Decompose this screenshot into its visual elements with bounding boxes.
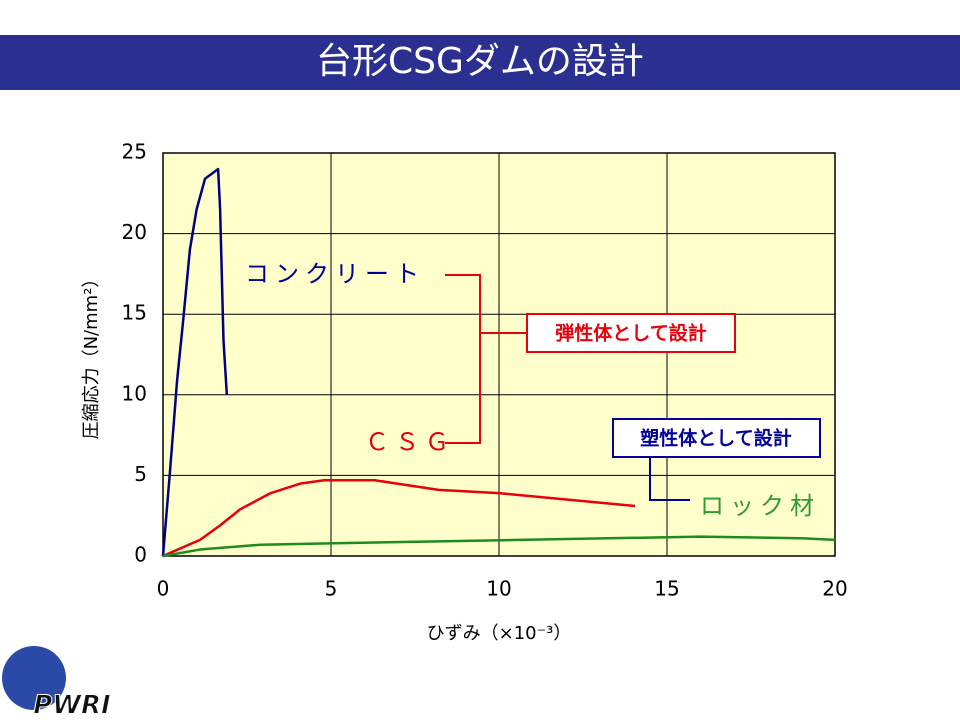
connector [649,457,690,501]
y-tick-label: 10 [122,381,147,405]
annotation: 弾性体として設計 [555,322,706,345]
y-axis-label: 圧縮応力（N/mm²） [81,270,102,440]
logo-text: PWRI [33,691,111,721]
x-tick-label: 10 [486,577,511,601]
series-line [161,167,229,557]
x-axis-label: ひずみ（×10⁻³） [427,623,572,644]
x-tick-label: 20 [822,577,847,601]
x-tick-label: 5 [325,577,338,601]
annotation-box [612,418,821,458]
x-tick-label: 15 [654,577,679,601]
logo-mark [2,646,66,710]
series-label: ロック材 [700,492,820,520]
annotation: 塑性体として設計 [640,427,791,450]
series-label: ＣＳＧ [365,428,455,456]
series-line [162,478,636,558]
x-tick-label: 0 [157,577,170,601]
series-label: コンクリート [245,260,425,288]
y-tick-label: 20 [122,220,147,244]
y-tick-label: 5 [134,462,147,486]
slide-title: 台形CSGダムの設計 [316,41,644,82]
series-line [162,535,836,558]
y-tick-label: 15 [122,301,147,325]
connector [445,274,481,444]
y-tick-label: 0 [134,543,147,567]
annotation-box [526,313,736,353]
y-tick-label: 25 [122,140,147,164]
title-bar [0,35,960,90]
